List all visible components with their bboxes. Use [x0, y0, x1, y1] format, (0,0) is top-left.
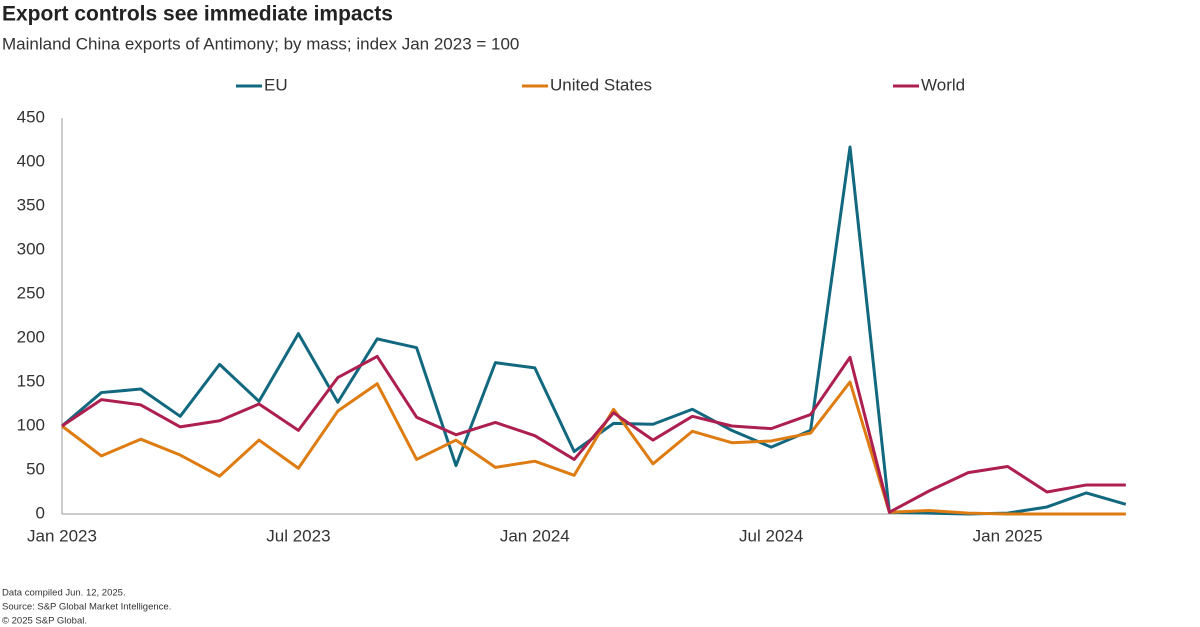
- series-line: [61, 145, 1127, 516]
- y-tick-label: 450: [17, 107, 45, 126]
- y-tick-label: 200: [17, 327, 45, 346]
- x-tick-label: Jan 2023: [27, 526, 97, 545]
- note: Data compiled Jun. 12, 2025.: [2, 588, 126, 599]
- legend-label: EU: [264, 75, 288, 94]
- y-tick-label: 100: [17, 415, 45, 434]
- y-tick-label: 150: [17, 371, 45, 390]
- y-tick-label: 350: [17, 195, 45, 214]
- y-tick-label: 0: [36, 503, 45, 522]
- y-tick-label: 250: [17, 283, 45, 302]
- x-tick-label: Jan 2024: [500, 526, 570, 545]
- chart-subtitle: Mainland China exports of Antimony; by m…: [2, 34, 519, 53]
- y-tick-label: 400: [17, 151, 45, 170]
- series-line: [61, 354, 1126, 514]
- x-tick-label: Jan 2025: [973, 526, 1043, 545]
- x-tick-label: Jul 2024: [739, 526, 803, 545]
- x-tick-label: Jul 2023: [266, 526, 330, 545]
- note: © 2025 S&P Global.: [2, 616, 87, 627]
- y-tick-label: 300: [17, 239, 45, 258]
- legend-label: World: [921, 75, 965, 94]
- y-tick-label: 50: [26, 459, 45, 478]
- series-line: [61, 380, 1126, 516]
- note: Source: S&P Global Market Intelligence.: [2, 602, 171, 613]
- chart-title: Export controls see immediate impacts: [2, 3, 393, 26]
- legend-label: United States: [550, 75, 652, 94]
